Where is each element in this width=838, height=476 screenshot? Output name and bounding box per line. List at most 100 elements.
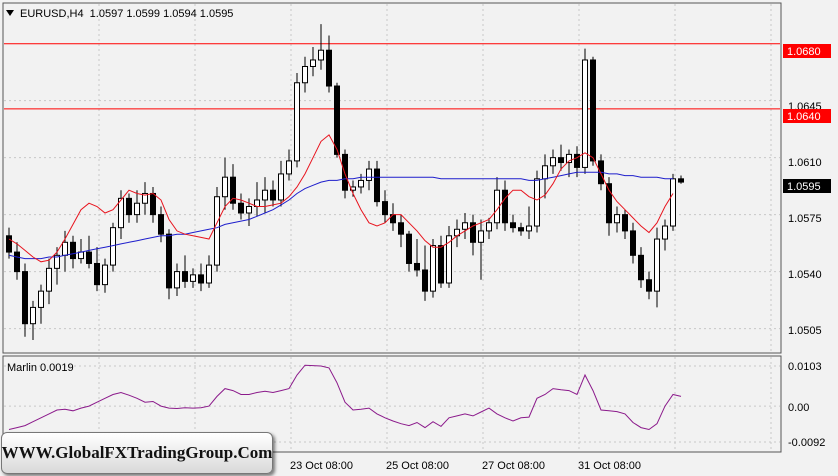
- candle: [118, 190, 124, 240]
- candle-body: [246, 205, 252, 214]
- candle: [550, 149, 556, 174]
- candle-body: [358, 179, 364, 188]
- candle: [206, 255, 212, 288]
- candle-body: [574, 153, 580, 168]
- watermark-banner: WWW.GlobalFXTradingGroup.Com: [1, 432, 273, 474]
- candle-body: [422, 269, 428, 292]
- candle-body: [550, 157, 556, 167]
- candle-body: [478, 230, 484, 243]
- candle: [638, 247, 644, 288]
- candle: [110, 222, 116, 272]
- candle-body: [334, 85, 340, 155]
- candle-body: [582, 59, 588, 168]
- candle-body: [6, 235, 12, 253]
- candle: [670, 173, 676, 231]
- candle: [94, 247, 100, 292]
- candle-body: [126, 197, 132, 216]
- fast-moving-average-line: [8, 134, 674, 263]
- candle-body: [622, 214, 628, 232]
- candle: [446, 226, 452, 288]
- candle: [302, 56, 308, 93]
- candle-body: [62, 241, 68, 256]
- candle-body: [566, 153, 572, 164]
- time-axis-label: 25 Oct 08:00: [386, 460, 449, 472]
- candle: [334, 82, 340, 158]
- candle: [470, 214, 476, 256]
- candle-body: [398, 222, 404, 235]
- price-axis-label: 1.0505: [788, 325, 822, 337]
- candle-body: [270, 189, 276, 201]
- candle-body: [606, 183, 612, 224]
- candle: [566, 149, 572, 178]
- watermark-text: WWW.GlobalFXTradingGroup.Com: [1, 443, 273, 462]
- candle-body: [222, 176, 228, 198]
- candle-body: [406, 233, 412, 264]
- candle: [318, 24, 324, 70]
- candle: [286, 149, 292, 181]
- candle: [30, 300, 36, 340]
- candle-body: [286, 160, 292, 175]
- price-axis-label: 1.0610: [788, 157, 822, 169]
- candle-body: [638, 254, 644, 281]
- candle-body: [166, 233, 172, 289]
- candle: [462, 213, 468, 240]
- candle-body: [662, 225, 668, 240]
- candle: [558, 144, 564, 171]
- candle: [38, 284, 44, 324]
- candle-body: [150, 192, 156, 216]
- candle-body: [374, 168, 380, 203]
- main-grid: [4, 4, 780, 352]
- symbol-header: EURUSD,H4 1.0597 1.0599 1.0594 1.0595: [20, 8, 233, 20]
- candle-body: [182, 271, 188, 282]
- candle-body: [38, 290, 44, 308]
- candle-body: [526, 225, 532, 232]
- chart-menu-triangle-icon[interactable]: [6, 10, 14, 16]
- candle-body: [302, 65, 308, 84]
- candle-body: [590, 59, 596, 162]
- indicator-axis-label: -0.0092: [788, 437, 825, 449]
- candle-body: [630, 230, 636, 256]
- candle-body: [446, 235, 452, 284]
- candle-body: [46, 267, 52, 292]
- candle-body: [470, 222, 476, 243]
- candle-body: [102, 264, 108, 286]
- candle: [582, 48, 588, 174]
- candle: [174, 263, 180, 297]
- candle: [86, 235, 92, 269]
- candle-body: [614, 214, 620, 224]
- candle-body: [670, 178, 676, 227]
- candle-body: [382, 201, 388, 216]
- moving-averages: [8, 134, 674, 263]
- candle-body: [94, 262, 100, 286]
- level-tag-label: 1.0680: [787, 46, 821, 58]
- candle: [486, 217, 492, 240]
- candle: [166, 229, 172, 300]
- candle-body: [14, 251, 20, 273]
- candle: [622, 209, 628, 240]
- candle-body: [518, 227, 524, 232]
- indicator-title: Marlin 0.0019: [7, 362, 74, 374]
- candle-body: [230, 176, 236, 204]
- candle: [294, 73, 300, 168]
- candle: [198, 263, 204, 292]
- candle: [262, 177, 268, 213]
- candle: [6, 227, 12, 259]
- candle: [518, 222, 524, 236]
- main-chart-panel[interactable]: [2, 2, 782, 354]
- candle-body: [238, 202, 244, 214]
- candle-body: [214, 196, 220, 266]
- candle-body: [206, 264, 212, 284]
- candle: [406, 230, 412, 272]
- oscillator-line: [8, 364, 682, 431]
- candle-body: [430, 245, 436, 292]
- indicator-grid: [4, 357, 780, 451]
- candle-body: [558, 157, 564, 164]
- slow-moving-average-line: [8, 171, 673, 260]
- candle: [422, 245, 428, 301]
- candle: [654, 227, 660, 308]
- price-axis-label: 1.0540: [788, 269, 822, 281]
- candle-body: [646, 279, 652, 292]
- candle-body: [366, 168, 372, 181]
- candle-body: [534, 178, 540, 227]
